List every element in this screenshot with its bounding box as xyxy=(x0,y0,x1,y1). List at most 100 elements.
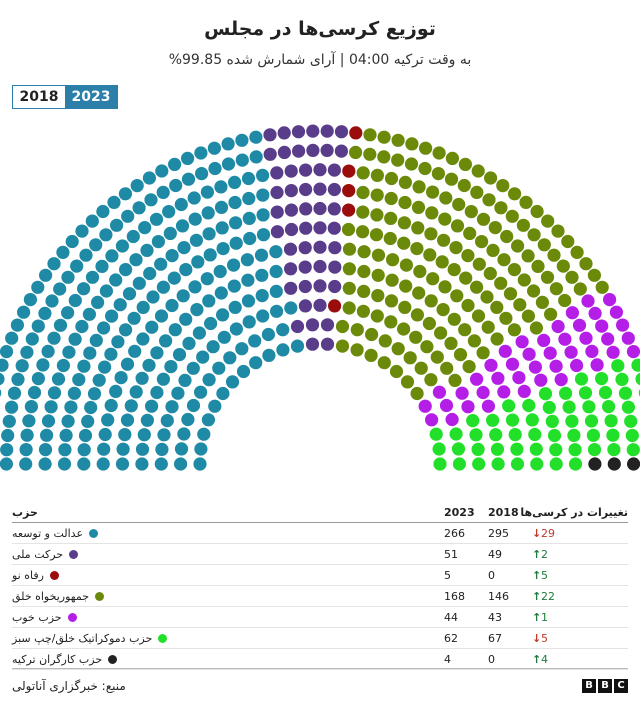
seat-dot xyxy=(228,175,242,189)
seat-dot xyxy=(435,255,449,269)
seat-dot xyxy=(85,214,99,228)
seat-dot xyxy=(179,312,193,326)
arrow-down-icon: ↓ xyxy=(532,632,542,645)
seat-dot xyxy=(356,225,370,239)
seat-dot xyxy=(579,331,593,345)
seat-change-value: 29 xyxy=(541,527,555,540)
seat-dot xyxy=(249,130,263,144)
seat-dot xyxy=(212,361,226,375)
seat-dot xyxy=(527,284,541,298)
seat-dot xyxy=(188,212,202,226)
seat-dot xyxy=(494,201,508,215)
seat-dot xyxy=(530,457,544,471)
seat-dot xyxy=(357,284,371,298)
seat-dot xyxy=(61,270,75,284)
seat-dot xyxy=(334,125,349,139)
seat-dot xyxy=(313,259,327,274)
seat-dot xyxy=(19,457,33,471)
year-toggle: 2018 2023 xyxy=(12,85,118,109)
seat-dot xyxy=(136,332,150,346)
seat-dot xyxy=(549,282,564,296)
seat-dot xyxy=(154,257,168,271)
chart-title: توزیع کرسی‌ها در مجلس xyxy=(204,18,436,40)
seat-dot xyxy=(38,457,52,471)
table-row: حزب دموکراتیک خلق/چپ سبز 62 67 ↓5 xyxy=(12,628,628,649)
seat-dot xyxy=(235,133,249,147)
seat-dot xyxy=(41,414,56,428)
seat-dot xyxy=(587,443,602,457)
seat-dot xyxy=(178,373,192,387)
seat-dot xyxy=(558,332,572,346)
seat-dot xyxy=(78,428,93,443)
seat-dot xyxy=(391,133,405,147)
seat-dot xyxy=(585,344,599,358)
year-2018-button[interactable]: 2018 xyxy=(13,86,65,108)
year-2023-button[interactable]: 2023 xyxy=(65,86,117,108)
seat-dot xyxy=(115,457,130,471)
seat-dot xyxy=(313,279,327,293)
seat-dot xyxy=(544,307,558,321)
seat-dot xyxy=(120,413,135,427)
logo-letter: B xyxy=(582,679,596,693)
seat-dot xyxy=(484,171,498,185)
party-name: حرکت ملی xyxy=(12,548,64,561)
seat-dot xyxy=(72,373,86,387)
seat-dot xyxy=(23,293,37,307)
seat-dot xyxy=(67,386,81,400)
seat-dot xyxy=(369,228,384,242)
seat-dot xyxy=(188,280,202,294)
seat-dot xyxy=(531,259,545,273)
seat-dot xyxy=(270,166,284,180)
seat-dot xyxy=(77,282,91,296)
seat-dot xyxy=(255,268,269,282)
seat-dot xyxy=(313,221,327,235)
arrow-up-icon: ↑ xyxy=(532,653,542,666)
seat-dot xyxy=(502,399,516,413)
seat-dot xyxy=(573,282,587,296)
seat-dot xyxy=(584,414,599,428)
seat-dot xyxy=(298,299,312,313)
seat-dot xyxy=(254,248,269,262)
seat-dot xyxy=(626,443,640,457)
seat-dot xyxy=(248,334,262,348)
seat-dot xyxy=(109,384,123,398)
seat-dot xyxy=(216,242,230,256)
seat-dot xyxy=(242,315,256,329)
seat-dot xyxy=(412,286,426,300)
seat-dot xyxy=(174,197,188,212)
seat-dot xyxy=(363,147,377,161)
seat-dot xyxy=(206,340,220,354)
seat-dot xyxy=(167,271,181,285)
seat-dot xyxy=(436,303,450,317)
seat-dot xyxy=(181,172,196,186)
seat-dot xyxy=(263,147,277,161)
seat-dot xyxy=(109,273,123,287)
seat-dot xyxy=(424,227,438,241)
seat-dot xyxy=(377,130,391,144)
seat-dot xyxy=(44,400,58,414)
seat-dot xyxy=(429,427,443,441)
seat-dot xyxy=(283,242,298,256)
seat-dot xyxy=(595,319,609,333)
seat-dot xyxy=(189,233,203,247)
seat-dot xyxy=(162,205,176,219)
seat-dot xyxy=(20,428,34,442)
seat-dot xyxy=(342,164,356,178)
party-name: عدالت و توسعه xyxy=(12,527,84,540)
seat-dot xyxy=(255,289,269,303)
seat-dot xyxy=(96,457,110,471)
seat-dot xyxy=(602,400,616,414)
seat-dot xyxy=(299,202,313,216)
seat-dot xyxy=(461,400,475,414)
seat-dot xyxy=(186,398,201,413)
seats-2023: 5 xyxy=(444,569,451,582)
seat-dot xyxy=(452,197,466,212)
seat-dot xyxy=(385,273,399,287)
seat-dot xyxy=(156,185,170,199)
seat-dot xyxy=(81,414,95,428)
seat-dot xyxy=(626,345,640,359)
seat-dot xyxy=(423,248,437,262)
seat-dot xyxy=(149,212,164,226)
seat-dot xyxy=(522,347,536,361)
seat-dot xyxy=(551,319,565,334)
